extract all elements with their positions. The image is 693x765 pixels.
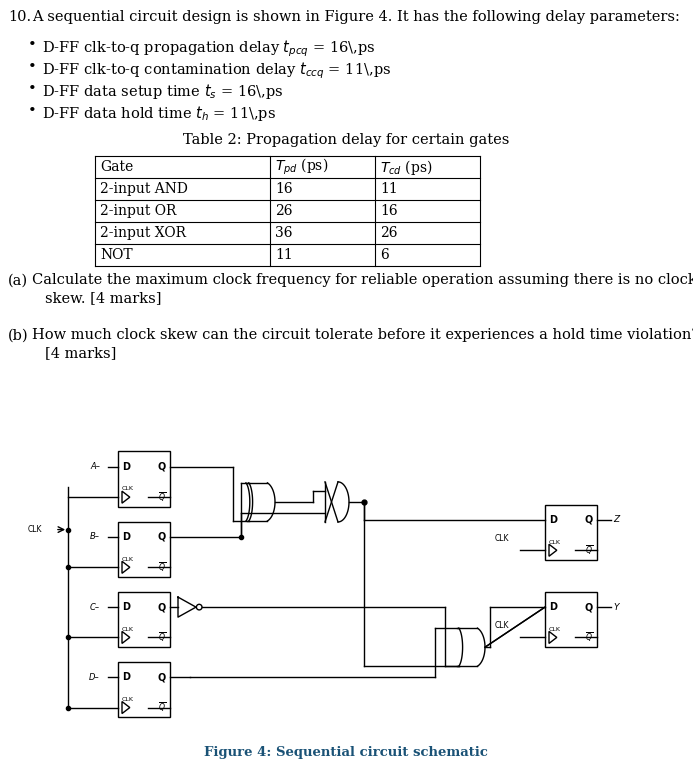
Text: CLK: CLK bbox=[122, 487, 134, 491]
Text: 26: 26 bbox=[275, 204, 292, 218]
Text: CLK: CLK bbox=[549, 539, 561, 545]
Bar bbox=[118, 591, 170, 646]
Text: 10.: 10. bbox=[8, 10, 31, 24]
Text: 11: 11 bbox=[380, 182, 398, 196]
Bar bbox=[545, 591, 597, 646]
Text: $\overline{Q}$: $\overline{Q}$ bbox=[158, 631, 166, 644]
Text: 2-input AND: 2-input AND bbox=[100, 182, 188, 196]
Text: $T_{pd}$ (ps): $T_{pd}$ (ps) bbox=[275, 157, 328, 177]
Text: •: • bbox=[28, 38, 37, 52]
Text: CLK: CLK bbox=[549, 627, 561, 632]
Text: 16: 16 bbox=[380, 204, 398, 218]
Text: Q: Q bbox=[585, 515, 593, 525]
Text: 11: 11 bbox=[275, 248, 292, 262]
Text: CLK: CLK bbox=[28, 525, 42, 534]
Text: Z: Z bbox=[613, 516, 619, 525]
Text: Y: Y bbox=[613, 603, 618, 612]
Text: Q: Q bbox=[585, 602, 593, 612]
Text: D: D bbox=[122, 672, 130, 682]
Text: (b): (b) bbox=[8, 328, 28, 342]
Text: CLK: CLK bbox=[495, 621, 509, 630]
Text: D: D bbox=[549, 602, 557, 612]
Text: A–: A– bbox=[90, 462, 100, 471]
Text: D-FF clk-to-q propagation delay $t_{pcq}$ = 16\,ps: D-FF clk-to-q propagation delay $t_{pcq}… bbox=[42, 38, 376, 59]
Text: Q: Q bbox=[158, 532, 166, 542]
Text: •: • bbox=[28, 104, 37, 118]
Text: D: D bbox=[549, 515, 557, 525]
Text: Gate: Gate bbox=[100, 160, 133, 174]
Text: $\overline{Q}$: $\overline{Q}$ bbox=[585, 631, 593, 644]
Text: CLK: CLK bbox=[495, 534, 509, 542]
Text: D-FF data hold time $t_h$ = 11\,ps: D-FF data hold time $t_h$ = 11\,ps bbox=[42, 104, 277, 123]
Text: 16: 16 bbox=[275, 182, 292, 196]
Text: 6: 6 bbox=[380, 248, 389, 262]
Bar bbox=[118, 522, 170, 577]
Text: 26: 26 bbox=[380, 226, 398, 240]
Text: C–: C– bbox=[90, 603, 100, 612]
Text: Q: Q bbox=[158, 672, 166, 682]
Text: skew. [4 marks]: skew. [4 marks] bbox=[45, 291, 161, 305]
Text: D-FF data setup time $t_s$ = 16\,ps: D-FF data setup time $t_s$ = 16\,ps bbox=[42, 82, 283, 101]
Text: [4 marks]: [4 marks] bbox=[45, 347, 116, 360]
Text: $\overline{Q}$: $\overline{Q}$ bbox=[158, 701, 166, 714]
Text: (a): (a) bbox=[8, 273, 28, 287]
Bar bbox=[545, 505, 597, 560]
Text: Figure 4: Sequential circuit schematic: Figure 4: Sequential circuit schematic bbox=[204, 747, 488, 760]
Text: Table 2: Propagation delay for certain gates: Table 2: Propagation delay for certain g… bbox=[183, 133, 509, 147]
Text: CLK: CLK bbox=[122, 556, 134, 562]
Text: 36: 36 bbox=[275, 226, 292, 240]
Text: A sequential circuit design is shown in Figure 4. It has the following delay par: A sequential circuit design is shown in … bbox=[32, 10, 680, 24]
Text: D: D bbox=[122, 462, 130, 472]
Text: CLK: CLK bbox=[122, 627, 134, 632]
Text: $\overline{Q}$: $\overline{Q}$ bbox=[585, 544, 593, 557]
Text: $T_{cd}$ (ps): $T_{cd}$ (ps) bbox=[380, 158, 432, 177]
Text: $\overline{Q}$: $\overline{Q}$ bbox=[158, 490, 166, 503]
Text: D–: D– bbox=[89, 672, 100, 682]
Text: Calculate the maximum clock frequency for reliable operation assuming there is n: Calculate the maximum clock frequency fo… bbox=[32, 273, 693, 287]
Text: •: • bbox=[28, 60, 37, 74]
Text: 2-input XOR: 2-input XOR bbox=[100, 226, 186, 240]
Text: B–: B– bbox=[90, 532, 100, 542]
Text: 2-input OR: 2-input OR bbox=[100, 204, 177, 218]
Bar bbox=[118, 451, 170, 506]
Text: $\overline{Q}$: $\overline{Q}$ bbox=[158, 561, 166, 574]
Text: How much clock skew can the circuit tolerate before it experiences a hold time v: How much clock skew can the circuit tole… bbox=[32, 328, 693, 342]
Text: Q: Q bbox=[158, 462, 166, 472]
Bar bbox=[118, 662, 170, 717]
Text: NOT: NOT bbox=[100, 248, 132, 262]
Text: D-FF clk-to-q contamination delay $t_{ccq}$ = 11\,ps: D-FF clk-to-q contamination delay $t_{cc… bbox=[42, 60, 392, 80]
Text: CLK: CLK bbox=[122, 697, 134, 702]
Text: D: D bbox=[122, 532, 130, 542]
Text: Q: Q bbox=[158, 602, 166, 612]
Text: •: • bbox=[28, 82, 37, 96]
Text: D: D bbox=[122, 602, 130, 612]
